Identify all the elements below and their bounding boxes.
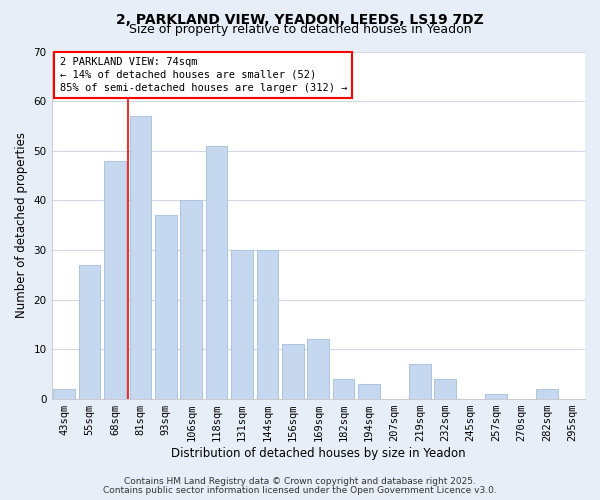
Text: Contains public sector information licensed under the Open Government Licence v3: Contains public sector information licen…	[103, 486, 497, 495]
Text: 2, PARKLAND VIEW, YEADON, LEEDS, LS19 7DZ: 2, PARKLAND VIEW, YEADON, LEEDS, LS19 7D…	[116, 12, 484, 26]
Y-axis label: Number of detached properties: Number of detached properties	[15, 132, 28, 318]
Bar	[307, 340, 329, 399]
Bar	[485, 394, 507, 399]
Bar	[282, 344, 304, 399]
Text: 2 PARKLAND VIEW: 74sqm
← 14% of detached houses are smaller (52)
85% of semi-det: 2 PARKLAND VIEW: 74sqm ← 14% of detached…	[59, 56, 347, 93]
Bar	[409, 364, 431, 399]
Bar	[130, 116, 151, 399]
Bar	[104, 160, 126, 399]
Bar	[257, 250, 278, 399]
Bar	[181, 200, 202, 399]
X-axis label: Distribution of detached houses by size in Yeadon: Distribution of detached houses by size …	[171, 447, 466, 460]
Bar	[53, 389, 75, 399]
Text: Contains HM Land Registry data © Crown copyright and database right 2025.: Contains HM Land Registry data © Crown c…	[124, 477, 476, 486]
Bar	[79, 265, 100, 399]
Text: Size of property relative to detached houses in Yeadon: Size of property relative to detached ho…	[128, 22, 472, 36]
Bar	[536, 389, 557, 399]
Bar	[358, 384, 380, 399]
Bar	[434, 379, 456, 399]
Bar	[231, 250, 253, 399]
Bar	[206, 146, 227, 399]
Bar	[333, 379, 355, 399]
Bar	[155, 216, 176, 399]
